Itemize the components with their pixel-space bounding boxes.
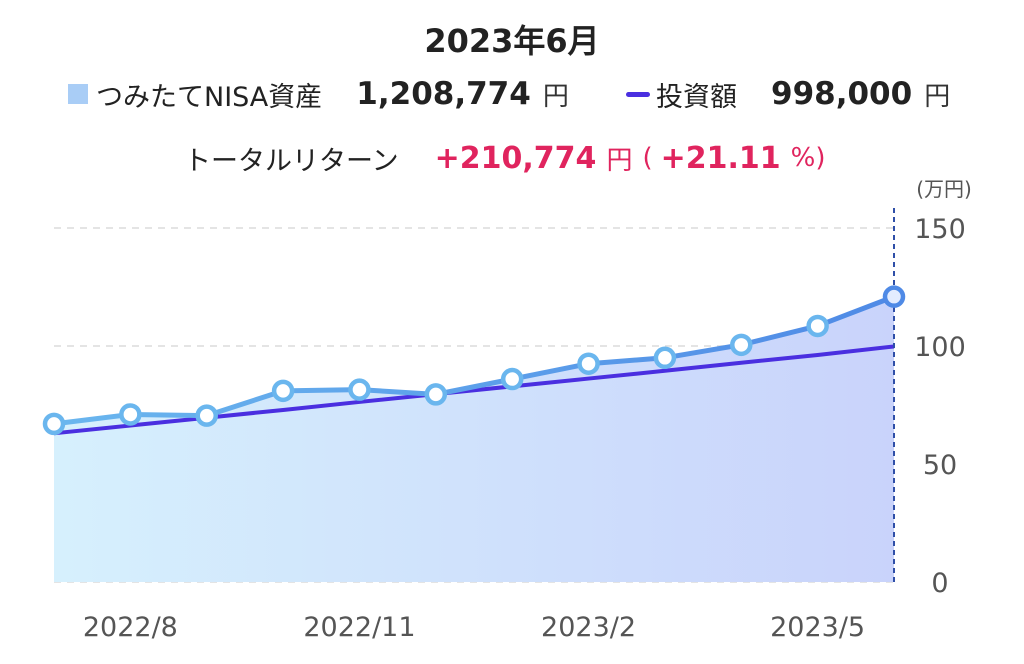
invest-label: 投資額 xyxy=(656,81,737,113)
invest-unit: 円 xyxy=(924,81,951,112)
x-tick-label: 2022/11 xyxy=(303,612,415,643)
asset-point[interactable] xyxy=(882,285,906,308)
y-tick-label: 50 xyxy=(923,450,957,481)
total-return-item: トータルリターン +210,774 円 ( +21.11 %) xyxy=(184,136,826,180)
asset-point[interactable] xyxy=(348,378,371,401)
total-return-label: トータルリターン xyxy=(184,145,399,177)
y-tick-label: 100 xyxy=(914,332,966,363)
invest-value: 998,000 xyxy=(771,76,913,112)
y-tick-label: 150 xyxy=(914,214,966,245)
x-tick-label: 2023/5 xyxy=(770,612,865,643)
asset-markers xyxy=(42,285,906,436)
legend: つみたてNISA資産 1,208,774 円 投資額 998,000 円 xyxy=(0,72,1024,116)
y-axis-unit: (万円) xyxy=(916,177,972,201)
asset-point[interactable] xyxy=(577,352,600,375)
asset-point[interactable] xyxy=(42,412,66,436)
chart-title: 2023年6月 xyxy=(424,22,600,60)
asset-point[interactable] xyxy=(500,367,524,391)
invest-line xyxy=(53,344,895,436)
x-tick-label: 2023/2 xyxy=(541,612,636,643)
asset-label: つみたてNISA資産 xyxy=(96,81,323,113)
asset-value: 1,208,774 xyxy=(356,76,531,112)
legend-invest: 投資額 998,000 円 xyxy=(626,72,950,116)
asset-point[interactable] xyxy=(424,383,448,406)
total-return-percent: +21.11 xyxy=(660,140,781,176)
asset-point[interactable] xyxy=(653,346,677,370)
y-axis-ticks: 150 100 50 0 xyxy=(914,214,966,599)
total-return-paren: ( xyxy=(642,143,653,173)
asset-point[interactable] xyxy=(271,379,295,403)
x-tick-label: 2022/8 xyxy=(83,612,178,643)
total-return-unit: 円 xyxy=(606,145,633,176)
legend-asset: つみたてNISA資産 1,208,774 円 xyxy=(68,72,569,116)
asset-unit: 円 xyxy=(542,81,569,112)
asset-line xyxy=(53,294,895,427)
asset-point[interactable] xyxy=(119,403,142,426)
total-return-percent-unit: %) xyxy=(790,143,826,173)
asset-point[interactable] xyxy=(806,314,829,338)
y-tick-label: 0 xyxy=(931,568,948,599)
asset-swatch xyxy=(68,84,88,104)
total-return-value: +210,774 xyxy=(434,140,597,176)
total-return: トータルリターン +210,774 円 ( +21.11 %) xyxy=(0,136,1024,180)
asset-point[interactable] xyxy=(730,333,753,357)
x-axis-ticks: 2022/8 2022/11 2023/2 2023/5 xyxy=(83,612,865,643)
asset-point[interactable] xyxy=(195,404,218,427)
invest-swatch xyxy=(626,91,650,97)
